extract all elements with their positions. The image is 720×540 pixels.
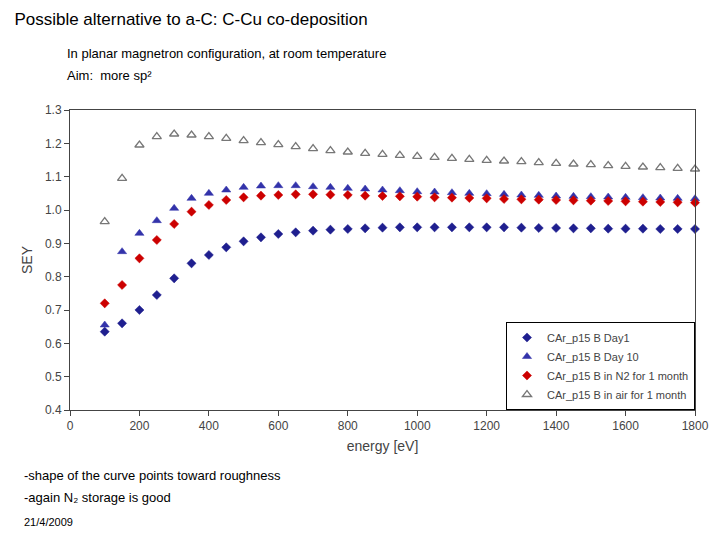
svg-text:1.3: 1.3 — [45, 103, 62, 117]
svg-text:1000: 1000 — [404, 419, 431, 433]
svg-text:400: 400 — [199, 419, 219, 433]
svg-text:CAr_p15 B Day1: CAr_p15 B Day1 — [547, 332, 630, 344]
svg-text:0.7: 0.7 — [45, 303, 62, 317]
svg-text:1.0: 1.0 — [45, 203, 62, 217]
svg-text:1200: 1200 — [473, 419, 500, 433]
svg-text:0.6: 0.6 — [45, 337, 62, 351]
svg-text:energy [eV]: energy [eV] — [347, 438, 419, 454]
svg-text:0.9: 0.9 — [45, 237, 62, 251]
svg-text:1400: 1400 — [543, 419, 570, 433]
svg-text:0.4: 0.4 — [45, 403, 62, 417]
svg-text:CAr_p15 B Day 10: CAr_p15 B Day 10 — [547, 351, 639, 363]
svg-text:1600: 1600 — [612, 419, 639, 433]
svg-text:21/4/2009: 21/4/2009 — [24, 516, 73, 528]
svg-text:CAr_p15 B in air for 1 month: CAr_p15 B in air for 1 month — [547, 389, 686, 401]
svg-text:In planar magnetron configurat: In planar magnetron configuration, at ro… — [67, 46, 386, 61]
svg-text:0.8: 0.8 — [45, 270, 62, 284]
svg-text:-again N₂ storage is good: -again N₂ storage is good — [24, 490, 171, 505]
svg-text:1800: 1800 — [682, 419, 709, 433]
svg-text:0: 0 — [67, 419, 74, 433]
svg-text:SEY: SEY — [19, 245, 35, 274]
svg-text:Possible alternative to a-C: C: Possible alternative to a-C: C-Cu co-dep… — [14, 10, 367, 29]
svg-text:600: 600 — [268, 419, 288, 433]
svg-text:800: 800 — [338, 419, 358, 433]
svg-text:200: 200 — [129, 419, 149, 433]
svg-text:0.5: 0.5 — [45, 370, 62, 384]
svg-text:Aim: more sp²: Aim: more sp² — [67, 68, 152, 83]
svg-text:-shape of the curve points tow: -shape of the curve points toward roughn… — [24, 468, 281, 483]
svg-text:CAr_p15 B in N2 for 1 month: CAr_p15 B in N2 for 1 month — [547, 370, 688, 382]
svg-text:1.2: 1.2 — [45, 137, 62, 151]
svg-text:1.1: 1.1 — [45, 170, 62, 184]
